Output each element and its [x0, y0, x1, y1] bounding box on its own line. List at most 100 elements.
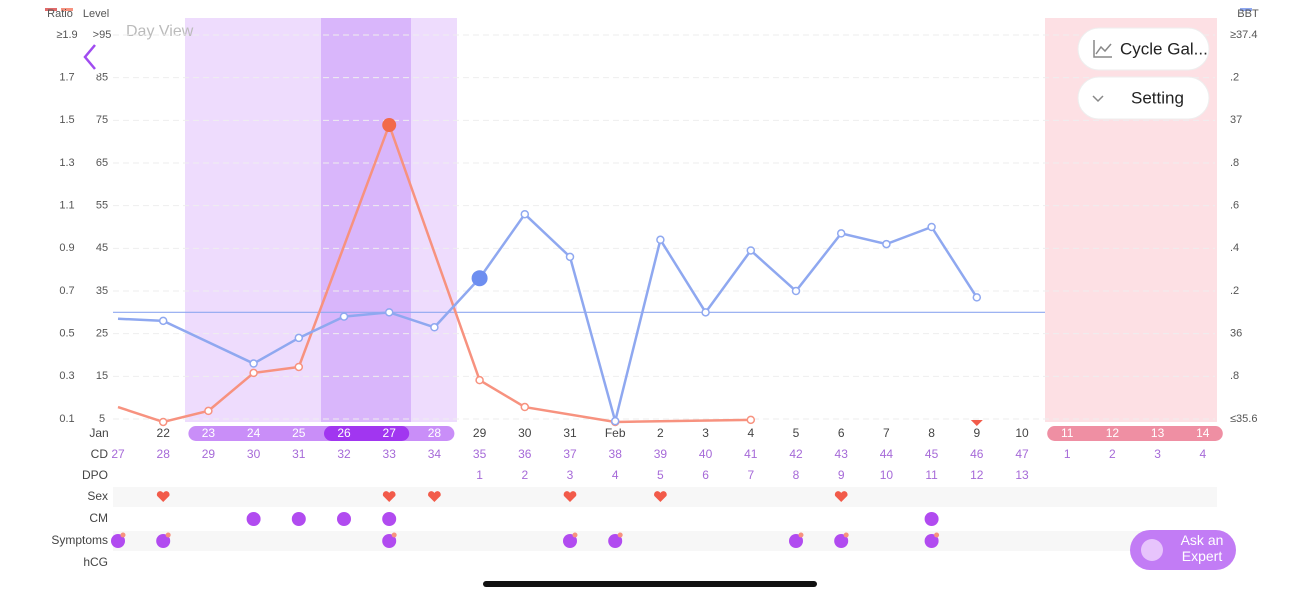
- row-value: 34: [428, 447, 442, 461]
- symptom-icon: [291, 512, 306, 526]
- row-value: 44: [880, 447, 894, 461]
- row-value: 27: [111, 447, 125, 461]
- series-point: [927, 222, 936, 232]
- ratio-tick-label: 1.3: [59, 157, 74, 169]
- series-point: [158, 316, 168, 326]
- series-point: [656, 235, 665, 245]
- row-value: 32: [337, 447, 351, 461]
- row-value: 45: [925, 447, 939, 461]
- peak-band: [321, 18, 411, 422]
- date-label: 26: [337, 426, 351, 440]
- ratio-tick-label: 1.5: [59, 114, 74, 126]
- row-value: 42: [789, 447, 803, 461]
- symptom-dot: [120, 532, 126, 538]
- row-value: 38: [609, 447, 623, 461]
- row-value: 8: [793, 468, 800, 482]
- symptom-icon: [608, 534, 623, 548]
- setting-icon: [1092, 95, 1104, 103]
- bbt-tick-label: .8: [1230, 157, 1239, 169]
- ratio-tick-label: 0.9: [59, 242, 74, 254]
- heart-icon: [654, 491, 667, 502]
- ratio-legend: [45, 8, 57, 11]
- row-value: 7: [747, 468, 754, 482]
- date-label: 23: [202, 426, 216, 440]
- row-value: 11: [925, 468, 938, 482]
- ovulation-marker: [382, 118, 397, 133]
- bbt-tick-label: ≤35.6: [1230, 413, 1257, 425]
- level-tick-label: 5: [99, 413, 105, 425]
- series-point: [791, 286, 801, 296]
- row-label: hCG: [83, 555, 108, 569]
- series-point: [746, 246, 756, 255]
- date-label: 6: [838, 426, 845, 440]
- ratio-tick-label: 1.7: [59, 72, 74, 84]
- series-point: [158, 417, 168, 427]
- level-tick-label: 55: [96, 200, 108, 212]
- heart-icon: [563, 491, 577, 502]
- date-label: 29: [473, 426, 487, 440]
- date-label: 12: [1106, 426, 1120, 440]
- row-value: 3: [1154, 447, 1161, 461]
- row-value: 40: [699, 447, 713, 461]
- level-tick-label: 15: [96, 370, 108, 382]
- date-label: 14: [1196, 426, 1210, 440]
- back-button[interactable]: [71, 38, 109, 76]
- row-value: 5: [657, 468, 664, 482]
- date-pill: [188, 426, 455, 441]
- level-legend: [61, 8, 73, 11]
- series-point: [430, 323, 439, 332]
- date-label: 3: [702, 426, 709, 440]
- expert-text: Ask an Expert: [1180, 532, 1224, 564]
- symptom-icon: [563, 534, 577, 548]
- row-value: 1: [1064, 447, 1071, 461]
- ratio-tick-label: 1.1: [59, 200, 74, 212]
- ratio-tick-label: 0.7: [59, 285, 74, 297]
- series-point: [294, 362, 304, 372]
- symptom-dot: [391, 532, 397, 538]
- date-label: 4: [747, 426, 754, 440]
- date-label: Jan: [89, 426, 108, 440]
- bbt-tick-label: ≥37.4: [1230, 29, 1257, 41]
- date-pill: [1047, 426, 1223, 441]
- series-point: [746, 415, 756, 425]
- row-value: 37: [563, 447, 577, 461]
- row-value: 47: [1015, 447, 1029, 461]
- ratio-tick-label: 0.5: [59, 328, 74, 340]
- series-point: [882, 239, 891, 249]
- symptom-icon: [156, 534, 171, 548]
- date-label: 11: [1061, 426, 1074, 440]
- bbt-legend: [1240, 8, 1252, 11]
- row-label: Symptoms: [51, 533, 108, 547]
- row-bg: [113, 531, 1217, 551]
- level-title: Level: [83, 8, 109, 20]
- row-value: 35: [473, 447, 487, 461]
- series-point: [972, 293, 982, 302]
- series-point: [565, 252, 575, 262]
- date-label: 24: [247, 426, 261, 440]
- row-label: CD: [91, 447, 109, 461]
- row-value: 1: [476, 468, 483, 482]
- series-point: [249, 359, 258, 368]
- symptom-dot: [617, 532, 623, 538]
- series-point: [610, 416, 620, 426]
- ratio-tick-label: 0.1: [59, 413, 74, 425]
- row-value: 43: [835, 447, 849, 461]
- symptom-icon: [789, 534, 803, 548]
- symptom-icon: [834, 534, 849, 548]
- date-label: 2: [657, 426, 664, 440]
- symptom-dot: [798, 532, 804, 538]
- bbt-tick-label: 37: [1230, 114, 1242, 126]
- heart-icon: [428, 491, 441, 502]
- date-label: 9: [973, 426, 980, 440]
- row-value: 41: [744, 447, 758, 461]
- setting-button[interactable]: [1077, 76, 1210, 120]
- gallery-icon: [1093, 40, 1112, 58]
- row-value: 39: [654, 447, 668, 461]
- bbt-tick-label: .2: [1230, 72, 1239, 84]
- level-tick-label: 75: [96, 114, 108, 126]
- row-value: 28: [157, 447, 171, 461]
- row-value: 10: [880, 468, 894, 482]
- level-tick-label: 25: [96, 328, 108, 340]
- gallery-button[interactable]: [1077, 27, 1210, 71]
- row-value: 2: [521, 468, 528, 482]
